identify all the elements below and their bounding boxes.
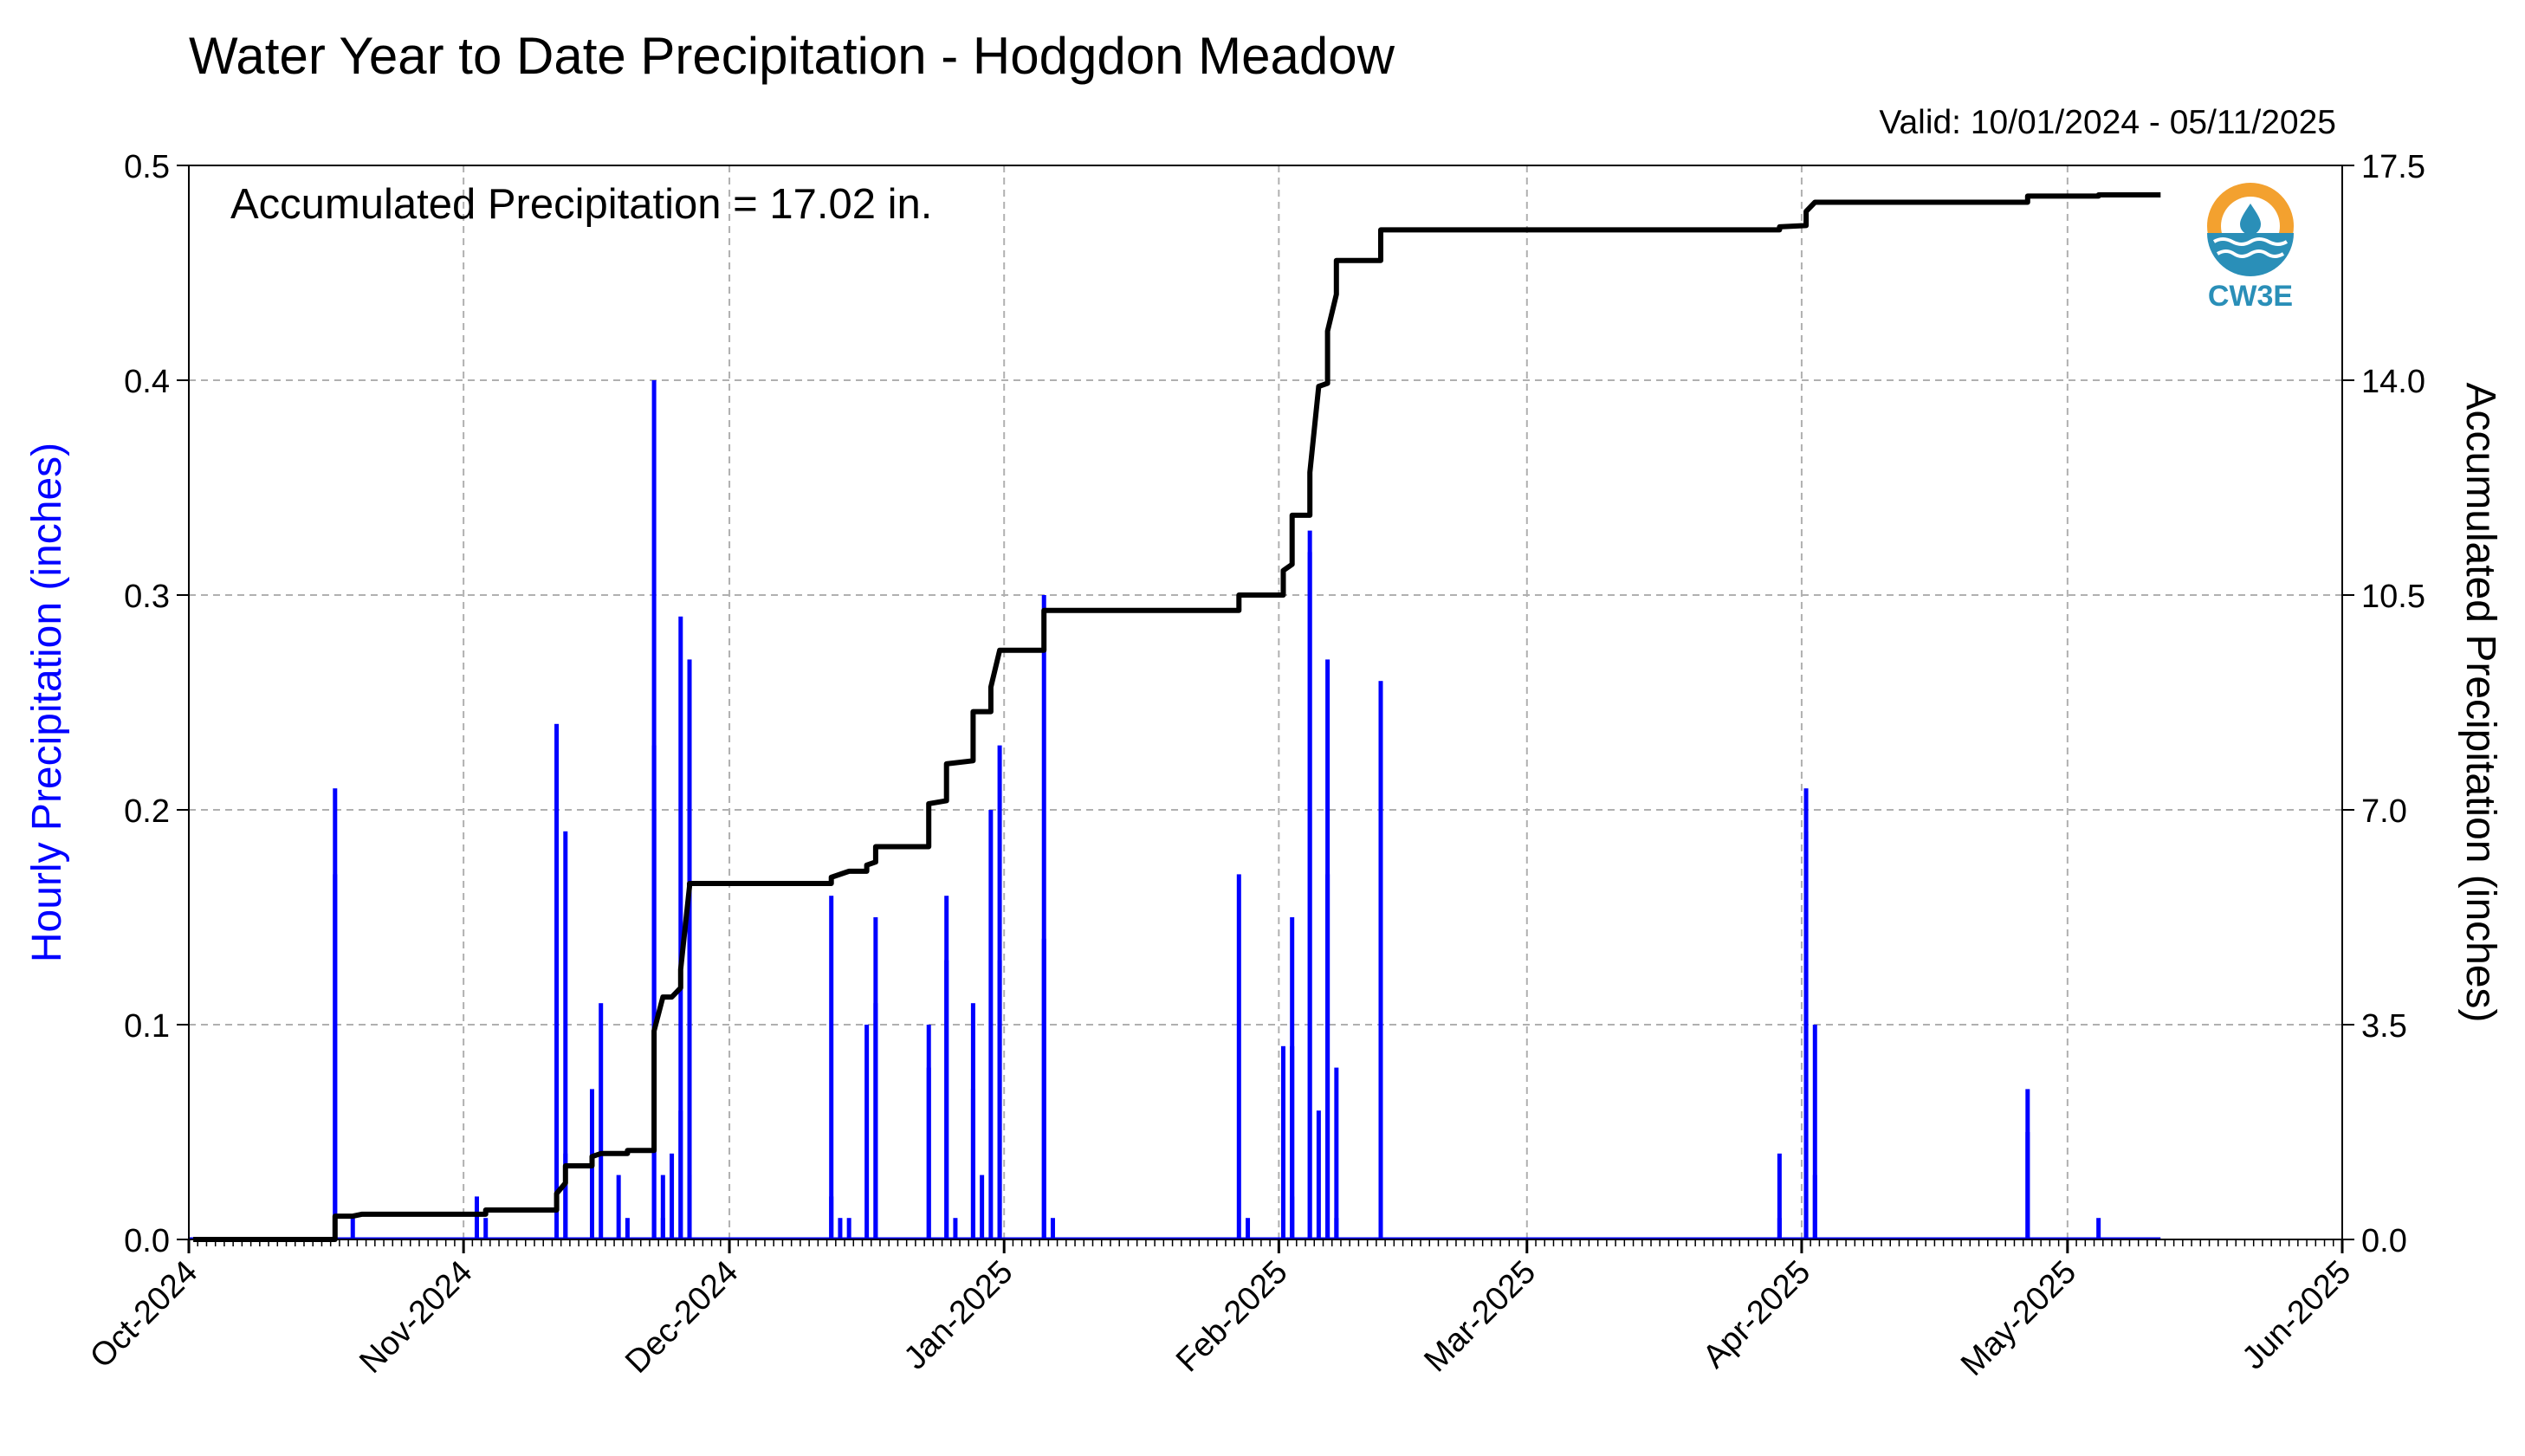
hourly-bar bbox=[1041, 938, 1046, 1239]
hourly-bar bbox=[563, 831, 568, 1239]
hourly-bar bbox=[474, 1196, 479, 1239]
hourly-bar bbox=[1236, 874, 1241, 1239]
hourly-bar bbox=[873, 917, 878, 1239]
hourly-bar bbox=[838, 1218, 843, 1239]
right-tick-label: 14.0 bbox=[2361, 364, 2425, 400]
x-tick-label: Feb-2025 bbox=[1169, 1254, 1295, 1380]
left-tick-label: 0.0 bbox=[124, 1223, 170, 1259]
right-tick-label: 17.5 bbox=[2361, 149, 2425, 185]
hourly-bar bbox=[1316, 1110, 1321, 1239]
hourly-bar bbox=[1325, 874, 1330, 1239]
hourly-precipitation-bars bbox=[189, 380, 2161, 1240]
logo-text: CW3E bbox=[2207, 280, 2294, 313]
hourly-bar bbox=[970, 1089, 975, 1239]
right-tick-label: 7.0 bbox=[2361, 793, 2407, 830]
hourly-bar bbox=[1334, 1218, 1339, 1239]
hourly-bar bbox=[1290, 1196, 1295, 1239]
hourly-bar bbox=[554, 723, 560, 1239]
cw3e-logo: CW3E bbox=[2198, 178, 2302, 316]
gridlines bbox=[189, 165, 2342, 1239]
x-tick-label: Oct-2024 bbox=[83, 1254, 204, 1375]
hourly-bar bbox=[483, 1218, 489, 1239]
hourly-bar bbox=[926, 1067, 931, 1239]
hourly-bar bbox=[980, 1175, 985, 1239]
hourly-bar bbox=[1777, 1218, 1782, 1239]
hourly-bar bbox=[599, 1003, 604, 1239]
hourly-bar bbox=[1334, 1067, 1339, 1239]
left-tick-label: 0.3 bbox=[124, 579, 170, 615]
hourly-bar bbox=[678, 616, 683, 1239]
hourly-bar bbox=[1812, 1025, 1817, 1239]
hourly-bar bbox=[944, 960, 949, 1239]
hourly-bar bbox=[660, 1218, 665, 1239]
right-axis-label: Accumulated Precipitation (inches) bbox=[2457, 382, 2503, 1022]
cw3e-logo-icon bbox=[2207, 183, 2294, 276]
left-tick-label: 0.1 bbox=[124, 1008, 170, 1045]
axes: 0.0 0.1 0.2 0.3 0.4 0.5 0.0 3.5 7.0 10.5 14.0 17.5 O… bbox=[83, 149, 2425, 1383]
hourly-bar bbox=[687, 659, 692, 1239]
plot-frame bbox=[188, 165, 2343, 1240]
hourly-bar bbox=[333, 788, 338, 1239]
hourly-bar bbox=[1378, 938, 1383, 1239]
hourly-bar bbox=[660, 1175, 665, 1239]
hourly-bar bbox=[2025, 1132, 2030, 1239]
hourly-bar bbox=[829, 1196, 834, 1239]
left-axis-label: Hourly Precipitation (inches) bbox=[24, 443, 70, 962]
hourly-bar bbox=[1812, 1175, 1817, 1239]
hourly-bar bbox=[864, 1025, 870, 1239]
right-tick-label: 3.5 bbox=[2361, 1008, 2407, 1045]
x-tick-label: May-2025 bbox=[1954, 1254, 2083, 1383]
x-tick-label: Jan-2025 bbox=[897, 1254, 1020, 1377]
right-tick-label: 0.0 bbox=[2361, 1223, 2407, 1259]
hourly-bar bbox=[846, 1218, 851, 1239]
hourly-bar bbox=[670, 1153, 675, 1239]
accumulated-line-path bbox=[193, 192, 2161, 1242]
right-tick-label: 10.5 bbox=[2361, 579, 2425, 615]
x-tick-label: Mar-2025 bbox=[1417, 1254, 1543, 1380]
hourly-bar bbox=[1041, 595, 1046, 1239]
hourly-bar bbox=[2096, 1218, 2101, 1239]
valid-range: Valid: 10/01/2024 - 05/11/2025 bbox=[1879, 104, 2336, 141]
x-tick-label: Apr-2025 bbox=[1696, 1254, 1817, 1375]
hourly-bar bbox=[953, 1218, 958, 1239]
hourly-bar bbox=[1050, 1218, 1055, 1239]
hourly-bar bbox=[1280, 1045, 1285, 1239]
hourly-bar bbox=[687, 1175, 692, 1239]
hourly-bar bbox=[1307, 552, 1312, 1239]
hourly-bar bbox=[616, 1175, 621, 1239]
hourly-bar bbox=[625, 1218, 630, 1239]
hourly-bar bbox=[1246, 1218, 1251, 1239]
hourly-bar bbox=[1777, 1153, 1782, 1239]
hourly-bar bbox=[829, 896, 834, 1239]
left-tick-label: 0.4 bbox=[124, 364, 170, 400]
x-tick-label: Jun-2025 bbox=[2236, 1254, 2359, 1377]
x-tick-label: Dec-2024 bbox=[618, 1254, 745, 1381]
accumulated-precipitation-line bbox=[193, 192, 2161, 1242]
hourly-bar bbox=[988, 810, 994, 1239]
hourly-bar bbox=[997, 960, 1002, 1239]
hourly-bar bbox=[350, 1218, 355, 1239]
accumulated-total: Accumulated Precipitation = 17.02 in. bbox=[230, 181, 933, 228]
chart-title: Water Year to Date Precipitation - Hodgd… bbox=[189, 27, 1395, 85]
x-tick-label: Nov-2024 bbox=[353, 1254, 479, 1381]
left-tick-label: 0.2 bbox=[124, 793, 170, 830]
hourly-bar bbox=[1803, 831, 1809, 1239]
hourly-bar bbox=[1290, 1045, 1295, 1239]
left-tick-label: 0.5 bbox=[124, 149, 170, 185]
